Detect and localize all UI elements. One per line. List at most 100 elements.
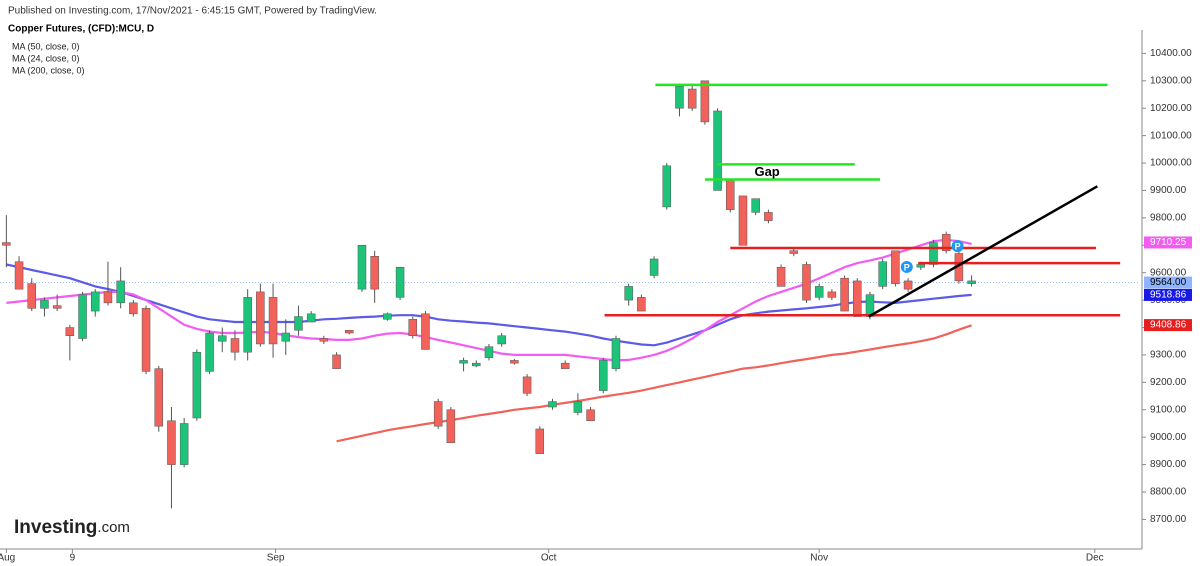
candle-body — [78, 294, 87, 339]
candle-body — [853, 280, 862, 317]
candle-body — [345, 330, 354, 334]
candle-body — [497, 335, 506, 345]
candle-body — [294, 316, 303, 331]
candle-body — [14, 261, 24, 290]
candle-body — [179, 423, 189, 465]
candle-body — [116, 280, 125, 304]
y-tick-label: 10400.00 — [1150, 48, 1192, 59]
candle-body — [611, 338, 621, 369]
marker-label: P — [955, 241, 961, 251]
candle-body — [421, 313, 430, 350]
candle-body — [306, 313, 316, 323]
moving-average — [6, 263, 972, 347]
candle-body — [510, 360, 519, 364]
candle-body — [560, 362, 570, 369]
candle-body — [929, 242, 938, 265]
candle-body — [91, 291, 100, 312]
candle-body — [395, 266, 405, 298]
moving-average — [336, 324, 972, 443]
marker — [900, 260, 913, 273]
candle-body — [599, 360, 608, 391]
source: Published on Investing.com, 17/Nov/2021 … — [8, 6, 377, 17]
y-tick-label: 10100.00 — [1150, 130, 1192, 141]
y-tick-label: 9200.00 — [1150, 377, 1187, 388]
candle-body — [268, 297, 278, 345]
logo-suffix: .com — [97, 519, 130, 536]
candle-body — [687, 88, 697, 109]
legend-entry: MA (200, close, 0) — [12, 65, 85, 75]
y-tick-label: 9300.00 — [1150, 350, 1187, 361]
chart-title: Copper Futures, (CFD):MCU, D — [8, 24, 154, 35]
candle-body — [230, 338, 240, 353]
x-tick-label: 9 — [70, 553, 76, 564]
candle-body — [649, 258, 659, 276]
candle-body — [522, 376, 532, 394]
candle-body — [662, 165, 672, 208]
y-tick-label: 10200.00 — [1150, 103, 1192, 114]
candle-body — [548, 401, 557, 408]
candle-body — [878, 261, 887, 287]
candle-body — [218, 335, 227, 342]
price-label-box — [1144, 319, 1192, 332]
marker — [951, 240, 964, 253]
y-tick-label: 9600.00 — [1150, 267, 1187, 278]
candle-body — [141, 308, 151, 372]
candle-body — [27, 283, 37, 309]
candle-body — [408, 319, 418, 336]
candle-body — [713, 110, 722, 191]
marker-label: P — [904, 262, 910, 272]
y-tick-label: 9800.00 — [1150, 213, 1187, 224]
price-label: 9518.86 — [1150, 290, 1187, 301]
candle-body — [751, 198, 760, 213]
candle-body — [370, 255, 379, 290]
annotation: Gap — [754, 164, 779, 179]
candle-body — [941, 234, 951, 252]
y-tick-label: 8700.00 — [1150, 514, 1187, 525]
price-label: 9408.86 — [1150, 320, 1187, 331]
candle-body — [332, 354, 341, 369]
y-tick-label: 8800.00 — [1150, 487, 1187, 498]
x-tick-label: Sep — [267, 553, 285, 564]
candle-body — [2, 242, 11, 246]
candle-body — [103, 291, 113, 304]
logo: Investing.com — [14, 517, 130, 538]
candle-body — [738, 195, 748, 246]
legend-entry: MA (50, close, 0) — [12, 41, 80, 51]
x-tick-label: Oct — [541, 553, 557, 564]
candle-body — [700, 80, 710, 123]
y-tick-label: 10000.00 — [1150, 158, 1192, 169]
candle-body — [192, 351, 202, 419]
candle-body — [789, 250, 799, 254]
candle-body — [814, 286, 824, 298]
candle-body — [319, 338, 329, 342]
candle-body — [281, 332, 291, 342]
candle-body — [827, 291, 837, 298]
candle-body — [726, 179, 735, 210]
candle-body — [916, 264, 926, 268]
candle-body — [446, 409, 456, 443]
price-label-box — [1144, 288, 1192, 301]
x-tick-label: Dec — [1086, 553, 1104, 564]
price-label: 9564.00 — [1150, 277, 1187, 288]
candle-body — [764, 212, 773, 221]
candle-body — [573, 401, 583, 413]
candle-body — [903, 280, 913, 290]
candle-body — [167, 420, 176, 465]
candle-body — [675, 86, 684, 109]
candle-body — [433, 401, 443, 427]
candle-body — [840, 277, 849, 312]
y-tick-label: 10300.00 — [1150, 75, 1192, 86]
candle-body — [52, 305, 62, 309]
candle-body — [243, 297, 252, 353]
candle-body — [40, 299, 49, 309]
price-label: 9710.25 — [1150, 237, 1187, 248]
candle-body — [484, 346, 494, 358]
candle-body — [154, 368, 164, 427]
y-tick-label: 8900.00 — [1150, 459, 1187, 470]
candle-body — [535, 428, 545, 454]
candle-body — [65, 327, 75, 336]
candle-body — [205, 332, 214, 372]
candle-body — [776, 266, 786, 287]
y-tick-label: 9000.00 — [1150, 432, 1187, 443]
